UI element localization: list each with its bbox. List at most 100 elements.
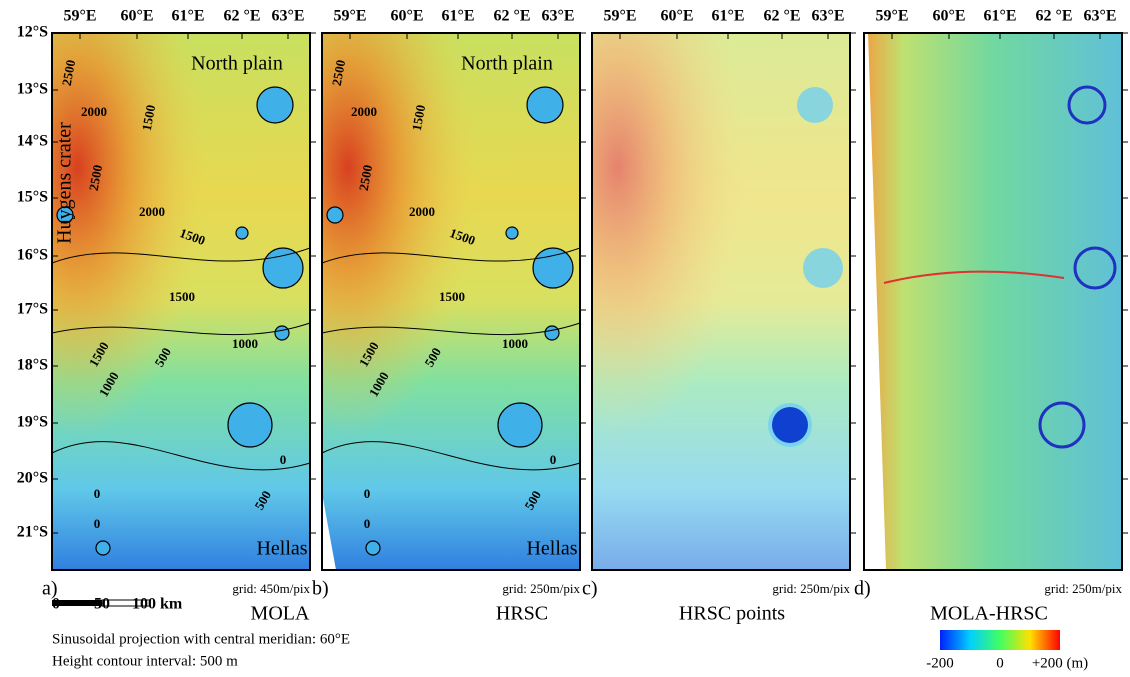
grid-resolution: grid: 250m/pix bbox=[772, 581, 850, 596]
panel-letter: c) bbox=[582, 578, 598, 600]
grid-resolution: grid: 250m/pix bbox=[1044, 581, 1122, 596]
scale-label: 50 bbox=[94, 596, 110, 613]
panel-title: MOLA bbox=[251, 603, 310, 625]
panel-title: HRSC points bbox=[679, 603, 785, 625]
latitude-label: 20°S bbox=[17, 470, 48, 487]
crater bbox=[526, 86, 564, 124]
crater-rim bbox=[1073, 246, 1117, 290]
latitude-label: 15°S bbox=[17, 189, 48, 206]
contour-label: 0 bbox=[94, 486, 101, 501]
crater-rim bbox=[1067, 85, 1107, 125]
contour-label: 2500 bbox=[59, 59, 78, 87]
crater bbox=[532, 247, 574, 289]
panel-frame bbox=[591, 32, 851, 571]
place-label: North plain bbox=[191, 53, 283, 75]
longitude-label: 63°E bbox=[271, 8, 304, 25]
contour-label: 1500 bbox=[409, 104, 428, 132]
place-label: North plain bbox=[461, 53, 553, 75]
colorbar-label: 0 bbox=[996, 655, 1004, 671]
place-label: Hellas bbox=[256, 538, 307, 560]
colorbar-label: -200 bbox=[926, 655, 954, 671]
crater bbox=[803, 248, 843, 288]
panel-letter: b) bbox=[312, 578, 329, 600]
latitude-label: 18°S bbox=[17, 357, 48, 374]
crater bbox=[56, 206, 74, 224]
map-panel bbox=[591, 32, 851, 571]
longitude-label: 61°E bbox=[983, 8, 1016, 25]
panel-title: MOLA-HRSC bbox=[930, 603, 1048, 625]
scale-label: 0 bbox=[52, 596, 60, 613]
latitude-label: 13°S bbox=[17, 81, 48, 98]
contour-label: 0 bbox=[364, 516, 371, 531]
panel-frame bbox=[863, 32, 1123, 571]
panel-frame bbox=[321, 32, 581, 571]
latitude-label: 21°S bbox=[17, 524, 48, 541]
crater bbox=[95, 540, 111, 556]
crater bbox=[544, 325, 560, 341]
contour-label: 1500 bbox=[439, 289, 465, 304]
sparse-points bbox=[592, 33, 850, 570]
longitude-label: 63°E bbox=[811, 8, 844, 25]
crater bbox=[274, 325, 290, 341]
highland bbox=[592, 33, 850, 570]
longitude-label: 62 °E bbox=[763, 8, 800, 25]
contour-line bbox=[51, 247, 311, 264]
crater bbox=[772, 407, 808, 443]
note: Sinusoidal projection with central merid… bbox=[52, 631, 350, 647]
highland bbox=[52, 33, 310, 570]
no-data bbox=[322, 493, 336, 570]
contour-label: 0 bbox=[364, 486, 371, 501]
contour-label: 2500 bbox=[356, 164, 375, 192]
difference-map bbox=[864, 33, 1122, 570]
grid-resolution: grid: 250m/pix bbox=[502, 581, 580, 596]
longitude-label: 60°E bbox=[660, 8, 693, 25]
contour-line bbox=[51, 322, 311, 336]
contour-label: 2500 bbox=[329, 59, 348, 87]
longitude-label: 60°E bbox=[932, 8, 965, 25]
longitude-label: 59°E bbox=[63, 8, 96, 25]
no-data bbox=[864, 33, 886, 570]
crater bbox=[256, 86, 294, 124]
longitude-label: 59°E bbox=[333, 8, 366, 25]
longitude-label: 62 °E bbox=[1035, 8, 1072, 25]
crater bbox=[326, 206, 344, 224]
latitude-label: 12°S bbox=[17, 24, 48, 41]
note: Height contour interval: 500 m bbox=[52, 653, 238, 669]
longitude-label: 61°E bbox=[711, 8, 744, 25]
panel-title: HRSC bbox=[496, 603, 548, 625]
longitude-label: 59°E bbox=[875, 8, 908, 25]
contour-label: 1500 bbox=[169, 289, 195, 304]
crater-rim bbox=[1038, 401, 1086, 449]
panel-letter: a) bbox=[42, 578, 58, 600]
longitude-label: 59°E bbox=[603, 8, 636, 25]
scale-label: 100 km bbox=[132, 596, 183, 613]
longitude-label: 61°E bbox=[171, 8, 204, 25]
longitude-label: 61°E bbox=[441, 8, 474, 25]
scale-bar bbox=[52, 600, 102, 606]
latitude-label: 16°S bbox=[17, 247, 48, 264]
panel-letter: d) bbox=[854, 578, 871, 600]
longitude-label: 60°E bbox=[120, 8, 153, 25]
crater bbox=[227, 402, 273, 448]
contour-line bbox=[321, 322, 581, 336]
contour-line bbox=[321, 247, 581, 264]
contour-label: 0 bbox=[94, 516, 101, 531]
longitude-label: 62 °E bbox=[493, 8, 530, 25]
longitude-label: 63°E bbox=[541, 8, 574, 25]
contour-line bbox=[321, 441, 581, 471]
contour-label: 0 bbox=[280, 452, 287, 467]
crater bbox=[235, 226, 249, 240]
panel-frame bbox=[51, 32, 311, 571]
contour-label: 1000 bbox=[232, 336, 258, 351]
highland bbox=[322, 33, 580, 570]
crater bbox=[505, 226, 519, 240]
contour-label: 0 bbox=[550, 452, 557, 467]
place-label: Hellas bbox=[526, 538, 577, 560]
scale-bar bbox=[101, 599, 151, 607]
crater bbox=[262, 247, 304, 289]
contour-line bbox=[51, 441, 311, 471]
grid-resolution: grid: 450m/pix bbox=[232, 581, 310, 596]
